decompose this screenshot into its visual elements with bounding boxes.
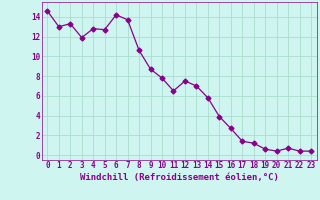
X-axis label: Windchill (Refroidissement éolien,°C): Windchill (Refroidissement éolien,°C) — [80, 173, 279, 182]
